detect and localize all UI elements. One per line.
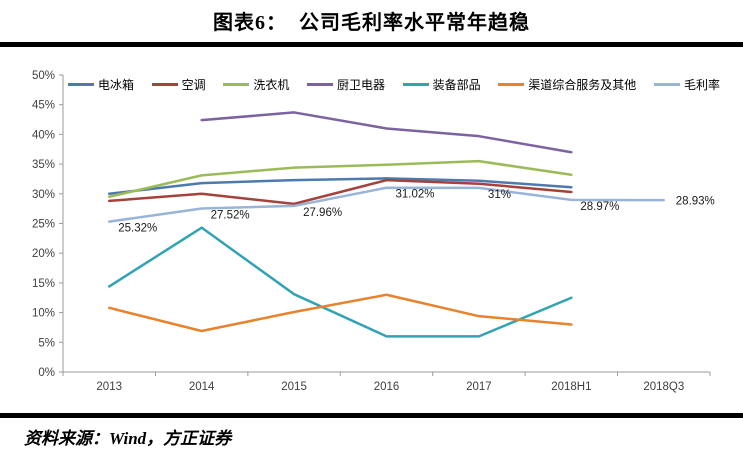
legend-item-渠道综合服务及其他[interactable]: 渠道综合服务及其他 bbox=[498, 76, 636, 93]
data-label: 27.96% bbox=[303, 207, 342, 219]
series-line-电冰箱 bbox=[107, 177, 573, 196]
x-tick-label: 2018Q3 bbox=[643, 381, 684, 393]
x-tick-label: 2017 bbox=[466, 381, 492, 393]
title-divider bbox=[0, 42, 743, 47]
legend-line-swatch bbox=[151, 83, 178, 86]
legend-item-毛利率[interactable]: 毛利率 bbox=[653, 76, 720, 93]
x-tick-label: 2016 bbox=[374, 381, 400, 393]
data-label: 27.52% bbox=[211, 210, 250, 222]
series-line-洗衣机 bbox=[107, 159, 573, 199]
y-tick-label: 15% bbox=[32, 278, 55, 290]
y-tick-label: 20% bbox=[32, 248, 55, 260]
y-tick-label: 35% bbox=[32, 159, 55, 171]
source-note: 资料来源：Wind，方正证券 bbox=[24, 429, 232, 448]
legend-line-swatch bbox=[223, 83, 250, 86]
data-label: 28.97% bbox=[580, 201, 619, 213]
y-tick-label: 45% bbox=[32, 100, 55, 112]
x-tick-label: 2013 bbox=[96, 381, 122, 393]
legend-item-空调[interactable]: 空调 bbox=[151, 76, 206, 93]
x-tick-label: 2015 bbox=[281, 381, 307, 393]
series-line-渠道综合服务及其他 bbox=[107, 293, 573, 333]
x-tick-label: 2014 bbox=[189, 381, 215, 393]
series-line-毛利率 bbox=[107, 186, 666, 223]
legend-line-swatch bbox=[653, 83, 680, 86]
y-tick-label: 30% bbox=[32, 189, 55, 201]
footer-divider bbox=[0, 413, 743, 418]
series-line-厨卫电器 bbox=[200, 111, 573, 154]
legend-item-洗衣机[interactable]: 洗衣机 bbox=[223, 76, 289, 93]
legend-label: 厨卫电器 bbox=[336, 78, 385, 92]
legend-label: 毛利率 bbox=[683, 78, 720, 92]
series-line-空调 bbox=[107, 178, 573, 206]
legend-label: 渠道综合服务及其他 bbox=[528, 78, 637, 92]
y-tick-label: 40% bbox=[32, 129, 55, 141]
data-label: 31% bbox=[488, 189, 511, 201]
y-tick-label: 0% bbox=[38, 367, 55, 379]
y-tick-label: 50% bbox=[32, 70, 55, 82]
legend-item-厨卫电器[interactable]: 厨卫电器 bbox=[306, 76, 385, 93]
legend-item-电冰箱[interactable]: 电冰箱 bbox=[68, 76, 134, 93]
y-tick-label: 10% bbox=[32, 308, 55, 320]
y-tick-label: 25% bbox=[32, 219, 55, 231]
data-label: 31.02% bbox=[396, 189, 435, 201]
data-label: 25.32% bbox=[118, 223, 157, 235]
chart-legend: 电冰箱 空调 洗衣机 厨卫电器 装备部品 渠道综合服务及其他 毛利率 bbox=[68, 76, 720, 93]
legend-line-swatch bbox=[402, 83, 429, 86]
legend-label: 电冰箱 bbox=[98, 78, 135, 92]
legend-label: 装备部品 bbox=[432, 78, 481, 92]
legend-line-swatch bbox=[306, 83, 333, 86]
legend-item-装备部品[interactable]: 装备部品 bbox=[402, 76, 481, 93]
legend-line-swatch bbox=[498, 83, 525, 86]
legend-label: 洗衣机 bbox=[253, 78, 290, 92]
legend-label: 空调 bbox=[181, 78, 206, 92]
y-tick-label: 5% bbox=[38, 337, 55, 349]
x-tick-label: 2018H1 bbox=[551, 381, 591, 393]
figure-title: 图表6： 公司毛利率水平常年趋稳 bbox=[213, 12, 530, 34]
data-label: 28.93% bbox=[676, 196, 715, 208]
series-line-装备部品 bbox=[107, 226, 573, 338]
legend-line-swatch bbox=[68, 83, 94, 86]
